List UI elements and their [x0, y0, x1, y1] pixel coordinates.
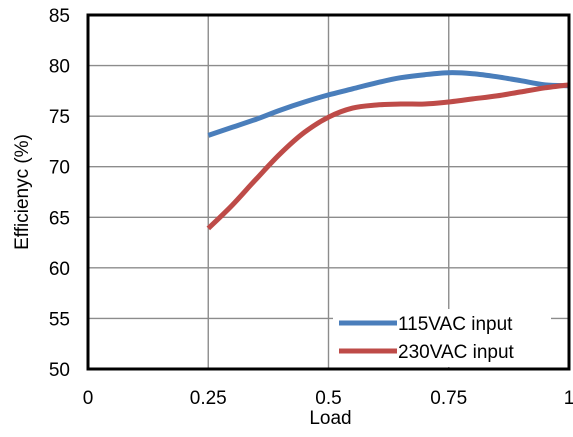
x-tick-label: 0.75	[430, 388, 467, 409]
series-line-115vac	[207, 70, 570, 138]
x-axis-label: Load	[309, 408, 351, 429]
plot-frame	[86, 13, 571, 371]
y-tick-label: 55	[49, 309, 70, 330]
series-line-230vac	[206, 82, 570, 231]
x-tick-label: 1	[564, 388, 573, 409]
y-tick-label: 60	[49, 259, 70, 280]
y-tick-label: 85	[49, 6, 70, 27]
y-tick-label: 65	[49, 208, 70, 229]
legend: 115VAC input 230VAC input	[333, 309, 551, 367]
legend-box	[333, 309, 551, 367]
y-tick-labels: 50 55 60 65 70 75 80 85	[49, 6, 70, 381]
x-tick-label: 0.5	[315, 388, 341, 409]
y-tick-label: 75	[49, 107, 70, 128]
y-tick-label: 50	[49, 360, 70, 381]
legend-label-115vac: 115VAC input	[398, 314, 513, 335]
y-tick-label: 80	[49, 57, 70, 78]
series-lines	[206, 70, 570, 231]
y-tick-label: 70	[49, 158, 70, 179]
x-tick-label: 0	[83, 388, 94, 409]
y-axis-label: Efficienyc (%)	[12, 134, 33, 250]
legend-label-230vac: 230VAC input	[398, 342, 515, 363]
x-tick-labels: 0 0.25 0.5 0.75 1	[83, 388, 573, 409]
x-tick-label: 0.25	[190, 388, 227, 409]
